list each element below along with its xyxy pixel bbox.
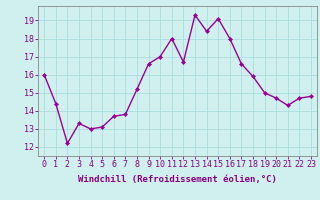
- X-axis label: Windchill (Refroidissement éolien,°C): Windchill (Refroidissement éolien,°C): [78, 175, 277, 184]
